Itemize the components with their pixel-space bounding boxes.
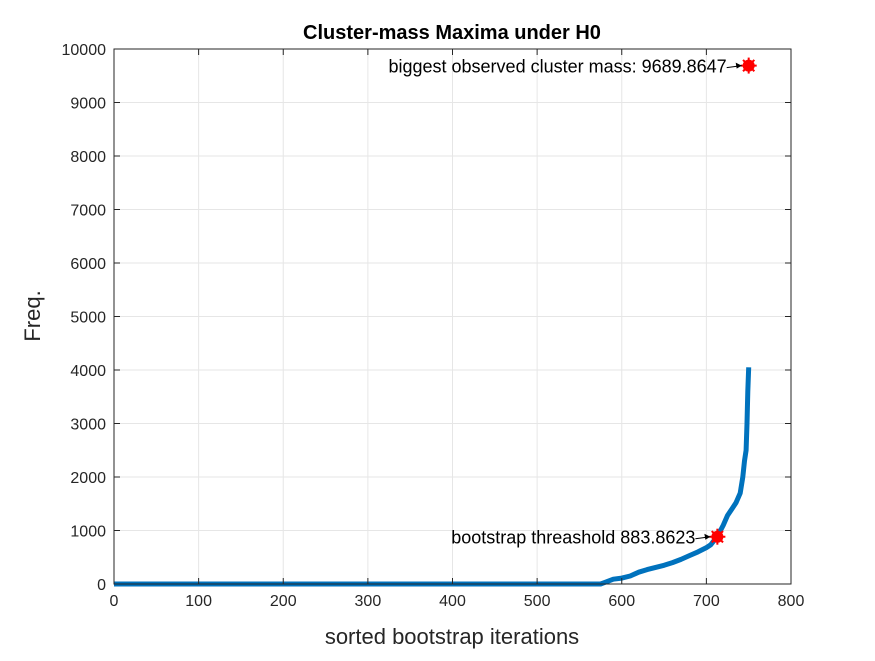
y-tick-label: 9000 — [70, 96, 106, 113]
y-tick-label: 6000 — [70, 256, 106, 273]
x-tick-label: 800 — [778, 593, 805, 610]
x-tick-label: 700 — [693, 593, 720, 610]
grid-lines — [114, 49, 791, 584]
annotation-arrowhead — [735, 62, 742, 69]
annotation-marker-ray — [742, 59, 756, 72]
axis-ticks: 0 100 200 300 400 500 600 700 800010002000300040… — [62, 42, 805, 610]
y-tick-label: 5000 — [70, 310, 106, 327]
x-tick-label: 400 — [439, 593, 466, 610]
x-axis-label: sorted bootstrap iterations — [325, 624, 579, 649]
annotation-arrowhead — [704, 533, 711, 540]
y-tick-label: 10000 — [62, 42, 107, 59]
x-tick-label: 100 — [185, 593, 212, 610]
x-tick-label: 500 — [524, 593, 551, 610]
y-tick-label: 1000 — [70, 524, 106, 541]
x-tick-label: 600 — [608, 593, 635, 610]
y-tick-label: 0 — [97, 577, 106, 594]
y-axis-label: Freq. — [20, 290, 45, 341]
x-tick-label: 0 — [110, 593, 119, 610]
x-tick-label: 200 — [270, 593, 297, 610]
chart-title: Cluster-mass Maxima under H0 — [303, 22, 601, 44]
annotation-label: bootstrap threashold 883.8623 — [451, 528, 695, 548]
annotation-label: biggest observed cluster mass: 9689.8647 — [388, 57, 726, 77]
annotation-markers: bootstrap threashold 883.8623 biggest obs… — [388, 57, 757, 548]
y-tick-label: 2000 — [70, 470, 106, 487]
annotation-marker-ray — [711, 530, 724, 544]
x-tick-label: 300 — [355, 593, 382, 610]
y-tick-label: 7000 — [70, 203, 106, 220]
y-tick-label: 8000 — [70, 149, 106, 166]
y-tick-label: 4000 — [70, 363, 106, 380]
y-tick-label: 3000 — [70, 417, 106, 434]
